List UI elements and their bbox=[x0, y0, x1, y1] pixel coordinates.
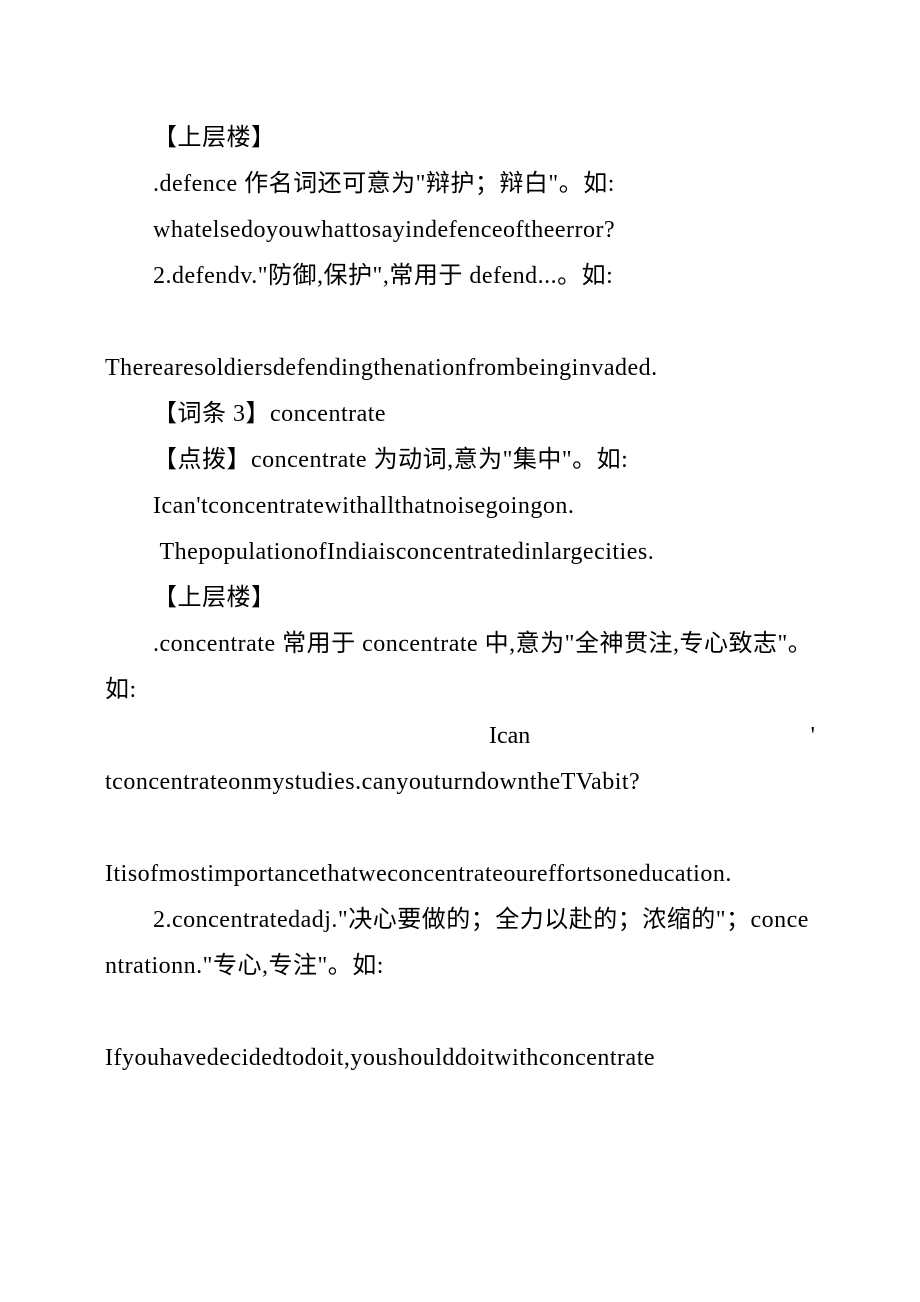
document-page: 【上层楼】 .defence 作名词还可意为"辩护；辩白"。如: whatels… bbox=[0, 0, 920, 1302]
paragraph-concentrate-usage: .concentrate 常用于 concentrate 中,意为"全神贯注,专… bbox=[105, 621, 815, 713]
paragraph-defend-example: Therearesoldiersdefendingthenationfrombe… bbox=[105, 345, 815, 391]
split-right: ' bbox=[811, 713, 815, 759]
paragraph-ican-split: Ican ' bbox=[105, 713, 815, 759]
paragraph-defence-explain: .defence 作名词还可意为"辩护；辩白"。如: bbox=[105, 161, 815, 207]
blank-line-1 bbox=[105, 299, 815, 345]
paragraph-defence-example: whatelsedoyouwhattosayindefenceoftheerro… bbox=[105, 207, 815, 253]
paragraph-ifyouhave: Ifyouhavedecidedtodoit,youshoulddoitwith… bbox=[105, 1035, 815, 1081]
paragraph-concentrate-example-1: Ican'tconcentratewithallthatnoisegoingon… bbox=[105, 483, 815, 529]
paragraph-heading-upper-floor-1: 【上层楼】 bbox=[105, 115, 815, 161]
split-left: Ican bbox=[489, 713, 530, 759]
paragraph-heading-upper-floor-2: 【上层楼】 bbox=[105, 575, 815, 621]
paragraph-concentrate-explain: 【点拨】concentrate 为动词,意为"集中"。如: bbox=[105, 437, 815, 483]
paragraph-entry-3: 【词条 3】concentrate bbox=[105, 391, 815, 437]
paragraph-tconcentrate: tconcentrateonmystudies.canyouturndownth… bbox=[105, 759, 815, 805]
paragraph-concentrate-example-2: ThepopulationofIndiaisconcentratedinlarg… bbox=[105, 529, 815, 575]
paragraph-concentrated-adj: 2.concentratedadj."决心要做的；全力以赴的；浓缩的"；conc… bbox=[105, 897, 815, 989]
paragraph-defend-explain: 2.defendv."防御,保护",常用于 defend...。如: bbox=[105, 253, 815, 299]
blank-line-2 bbox=[105, 805, 815, 851]
blank-line-3 bbox=[105, 989, 815, 1035]
paragraph-importance: Itisofmostimportancethatweconcentrateour… bbox=[105, 851, 815, 897]
